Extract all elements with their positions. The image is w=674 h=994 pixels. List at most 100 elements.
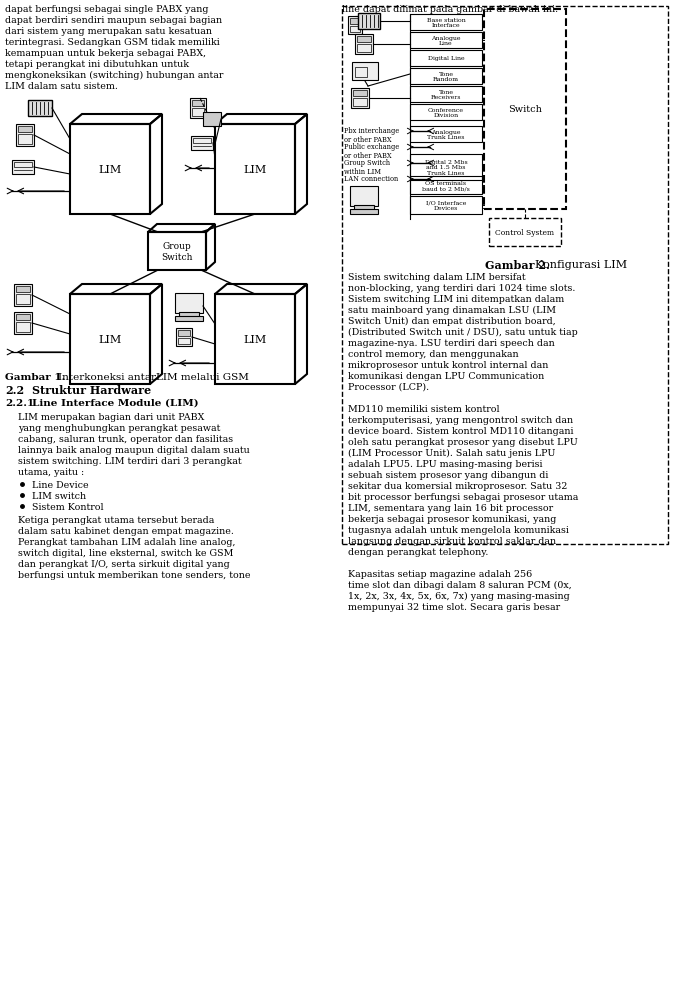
Bar (355, 35, 373, 55)
Text: (LIM Processor Unit). Salah satu jenis LPU: (LIM Processor Unit). Salah satu jenis L… (348, 448, 555, 457)
Bar (350, 210, 378, 215)
Text: Line Device: Line Device (32, 480, 88, 489)
Text: Kapasitas setiap magazine adalah 256: Kapasitas setiap magazine adalah 256 (348, 570, 532, 579)
Text: dan perangkat I/O, serta sirkuit digital yang: dan perangkat I/O, serta sirkuit digital… (18, 560, 230, 569)
Text: Struktur Hardware: Struktur Hardware (32, 385, 151, 396)
Text: Tone
Random: Tone Random (433, 72, 459, 83)
Bar (70, 294, 150, 385)
Text: LAN connection: LAN connection (344, 175, 398, 183)
Text: bekerja sebagai prosesor komunikasi, yang: bekerja sebagai prosesor komunikasi, yan… (348, 515, 556, 524)
Text: mempunyai 32 time slot. Secara garis besar: mempunyai 32 time slot. Secara garis bes… (348, 602, 560, 611)
Text: control memory, dan menggunakan: control memory, dan menggunakan (348, 350, 518, 359)
Bar (215, 125, 295, 215)
Bar (190, 98, 206, 119)
Bar (410, 177, 482, 195)
Text: Digital 2 Mbs
and 1.5 Mbs
Trunk Lines: Digital 2 Mbs and 1.5 Mbs Trunk Lines (425, 160, 467, 176)
Bar (489, 219, 561, 247)
Bar (350, 19, 360, 25)
Bar (352, 63, 378, 81)
Bar (148, 233, 206, 270)
Text: dalam satu kabinet dengan empat magazine.: dalam satu kabinet dengan empat magazine… (18, 527, 234, 536)
Bar (175, 293, 203, 314)
Bar (14, 284, 32, 307)
Bar (175, 317, 203, 322)
Bar (193, 139, 211, 144)
Bar (354, 206, 374, 211)
Bar (203, 113, 221, 127)
Bar (191, 137, 213, 151)
Bar (410, 197, 482, 215)
Text: 1x, 2x, 3x, 4x, 5x, 6x, 7x) yang masing-masing: 1x, 2x, 3x, 4x, 5x, 6x, 7x) yang masing-… (348, 591, 570, 600)
Text: Tone
Receivers: Tone Receivers (431, 89, 461, 100)
Text: device board. Sistem kontrol MD110 ditangani: device board. Sistem kontrol MD110 ditan… (348, 426, 574, 435)
Text: bit processor berfungsi sebagai prosesor utama: bit processor berfungsi sebagai prosesor… (348, 492, 578, 502)
Text: Line Interface Module (LIM): Line Interface Module (LIM) (32, 399, 199, 408)
Text: Conference
Division: Conference Division (428, 107, 464, 118)
Bar (353, 98, 367, 107)
Text: LIM, sementara yang lain 16 bit processor: LIM, sementara yang lain 16 bit processo… (348, 504, 553, 513)
Text: time slot dan dibagi dalam 8 saluran PCM (0x,: time slot dan dibagi dalam 8 saluran PCM… (348, 580, 572, 589)
Bar (192, 109, 204, 117)
Text: Group
Switch: Group Switch (161, 243, 193, 261)
Text: LIM dalam satu sistem.: LIM dalam satu sistem. (5, 82, 118, 90)
Bar (16, 315, 30, 321)
Text: Processor (LCP).: Processor (LCP). (348, 383, 429, 392)
Bar (351, 88, 369, 109)
Text: Group Switch
within LIM: Group Switch within LIM (344, 159, 390, 176)
Text: utama, yaitu :: utama, yaitu : (18, 467, 84, 476)
Text: Switch Unit) dan empat distribution board,: Switch Unit) dan empat distribution boar… (348, 317, 556, 326)
Text: LIM: LIM (243, 165, 267, 175)
Text: Digital Line: Digital Line (428, 57, 464, 62)
Text: oleh satu perangkat prosesor yang disebut LPU: oleh satu perangkat prosesor yang disebu… (348, 437, 578, 446)
Text: mengkoneksikan (switching) hubungan antar: mengkoneksikan (switching) hubungan anta… (5, 71, 223, 81)
Bar (410, 86, 482, 103)
Text: Perangkat tambahan LIM adalah line analog,: Perangkat tambahan LIM adalah line analo… (18, 538, 235, 547)
Text: tugasnya adalah untuk mengelola komunikasi: tugasnya adalah untuk mengelola komunika… (348, 526, 569, 535)
Bar (18, 135, 32, 145)
Text: terkomputerisasi, yang mengontrol switch dan: terkomputerisasi, yang mengontrol switch… (348, 415, 573, 424)
Text: magazine-nya. LSU terdiri dari speech dan: magazine-nya. LSU terdiri dari speech da… (348, 339, 555, 348)
Bar (350, 27, 360, 33)
Text: cabang, saluran trunk, operator dan fasilitas: cabang, saluran trunk, operator dan fasi… (18, 434, 233, 443)
Bar (176, 329, 192, 347)
Bar (16, 323, 30, 333)
Bar (410, 15, 482, 31)
Bar (484, 10, 566, 210)
Bar (192, 101, 204, 107)
Text: Analogue
Trunk Lines: Analogue Trunk Lines (427, 129, 465, 140)
Bar (178, 339, 190, 345)
Bar (18, 127, 32, 133)
Text: lainnya baik analog maupun digital dalam suatu: lainnya baik analog maupun digital dalam… (18, 445, 250, 454)
Text: satu mainboard yang dinamakan LSU (LIM: satu mainboard yang dinamakan LSU (LIM (348, 306, 556, 315)
Bar (12, 161, 34, 175)
Text: terintegrasi. Sedangkan GSM tidak memiliki: terintegrasi. Sedangkan GSM tidak memili… (5, 38, 220, 47)
Bar (16, 294, 30, 305)
Text: MD110 memiliki sistem kontrol: MD110 memiliki sistem kontrol (348, 405, 499, 414)
Text: LIM merupakan bagian dari unit PABX: LIM merupakan bagian dari unit PABX (18, 413, 204, 421)
Text: komunikasi dengan LPU Communication: komunikasi dengan LPU Communication (348, 372, 544, 381)
Text: 2.2: 2.2 (5, 385, 24, 396)
Bar (28, 101, 52, 117)
Text: switch digital, line eksternal, switch ke GSM: switch digital, line eksternal, switch k… (18, 549, 233, 558)
Text: Public exchange
or other PABX: Public exchange or other PABX (344, 143, 399, 160)
Text: sistem switching. LIM terdiri dari 3 perangkat: sistem switching. LIM terdiri dari 3 per… (18, 456, 241, 465)
Text: LIM: LIM (243, 335, 267, 345)
Text: Ketiga perangkat utama tersebut berada: Ketiga perangkat utama tersebut berada (18, 516, 214, 525)
Text: 2.2.1: 2.2.1 (5, 399, 34, 408)
Text: OS terminals
baud to 2 Mb/s: OS terminals baud to 2 Mb/s (422, 181, 470, 191)
Text: LIM: LIM (98, 335, 121, 345)
Bar (14, 313, 32, 335)
Bar (70, 125, 150, 215)
Bar (410, 33, 482, 49)
Bar (179, 313, 199, 318)
Bar (178, 331, 190, 337)
Text: line dapat dilimat pada gambar di bawah ini.: line dapat dilimat pada gambar di bawah … (342, 5, 558, 14)
Bar (355, 68, 367, 78)
Text: dari sistem yang merupakan satu kesatuan: dari sistem yang merupakan satu kesatuan (5, 27, 212, 36)
Text: Analogue
Line: Analogue Line (431, 36, 461, 47)
Bar (410, 51, 482, 67)
Bar (410, 105, 482, 121)
Text: LIM switch: LIM switch (32, 491, 86, 501)
Bar (14, 163, 32, 168)
Bar (16, 125, 34, 147)
